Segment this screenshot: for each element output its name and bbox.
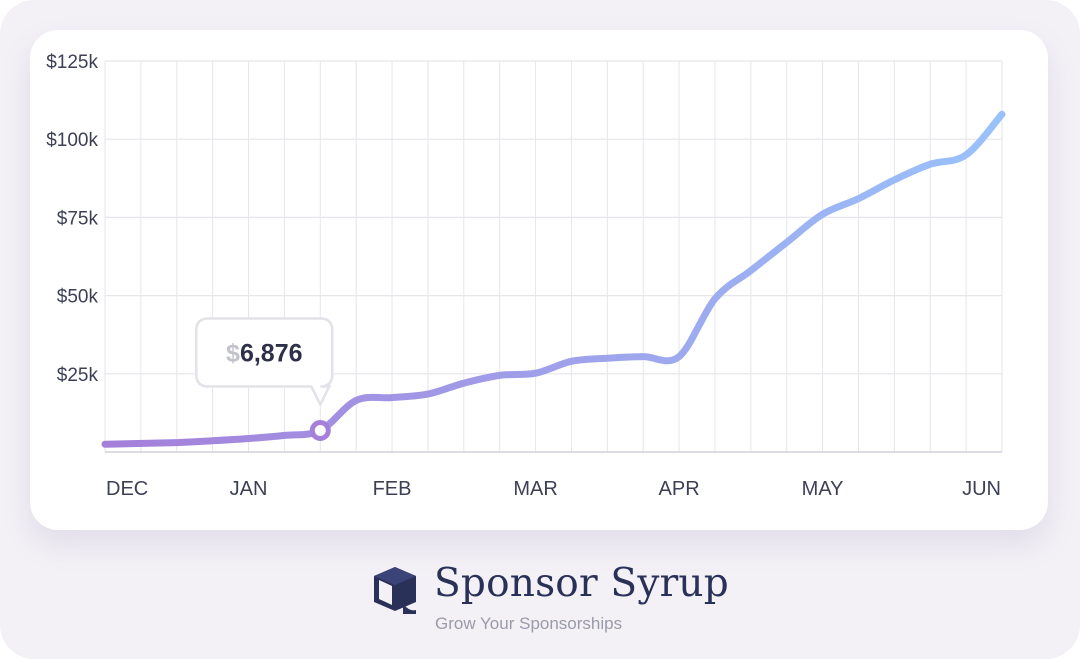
tooltip-value-label: $6,876 xyxy=(226,339,302,367)
revenue-line-chart: $25k $50k $75k $100k $125k DEC JAN FEB MAR APR MA… xyxy=(46,52,1006,500)
brand-tagline: Grow Your Sponsorships xyxy=(435,614,623,633)
x-tick-label: APR xyxy=(659,478,700,500)
x-tick-label: MAY xyxy=(802,478,844,500)
x-tick-label: MAR xyxy=(513,478,557,500)
y-axis-tick-labels: $25k $50k $75k $100k $125k xyxy=(46,52,98,386)
tooltip-value: 6,876 xyxy=(240,339,303,367)
y-tick-label: $100k xyxy=(46,130,98,151)
vertical-gridlines xyxy=(104,61,1003,452)
brand-footer: Sponsor Syrup Grow Your Sponsorships xyxy=(0,555,1080,645)
chart-card: $25k $50k $75k $100k $125k DEC JAN FEB MAR APR MA… xyxy=(30,30,1048,530)
x-tick-label: FEB xyxy=(373,478,412,500)
y-tick-label: $25k xyxy=(57,365,99,386)
brand-name: Sponsor Syrup xyxy=(434,561,729,606)
x-tick-label: JAN xyxy=(230,478,268,500)
value-tooltip: $6,876 xyxy=(195,317,334,408)
x-tick-label: JUN xyxy=(962,478,1001,500)
x-axis-tick-labels: DEC JAN FEB MAR APR MAY JUN xyxy=(106,478,1001,500)
series-line xyxy=(101,110,1006,448)
tooltip-box xyxy=(195,317,334,408)
y-tick-label: $50k xyxy=(57,287,99,308)
highlighted-data-point[interactable] xyxy=(309,419,331,441)
y-tick-label: $125k xyxy=(46,52,98,73)
tooltip-currency: $ xyxy=(226,339,240,367)
y-tick-label: $75k xyxy=(57,208,99,229)
x-tick-label: DEC xyxy=(106,478,148,500)
horizontal-gridlines xyxy=(105,60,1002,453)
box-icon xyxy=(374,567,416,614)
